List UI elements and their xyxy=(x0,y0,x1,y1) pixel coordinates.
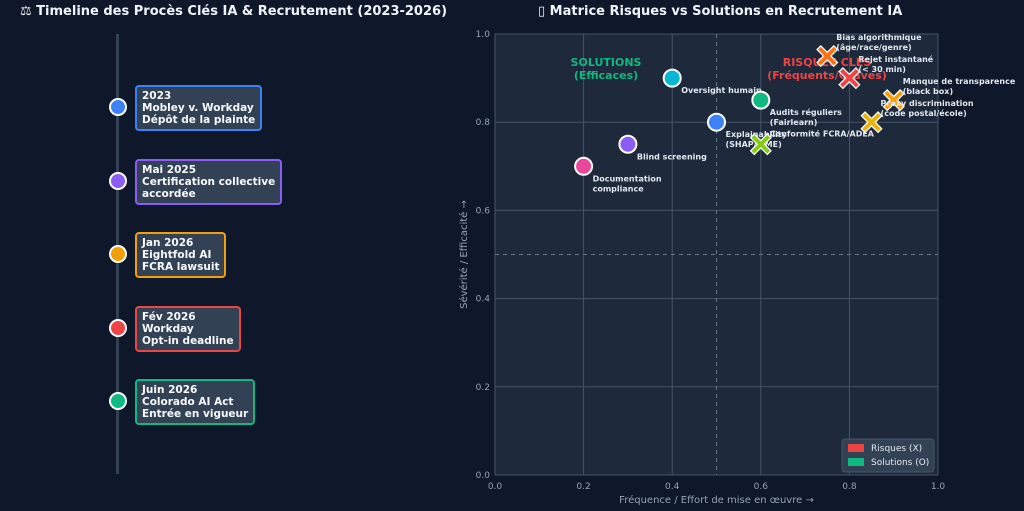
y-tick-label: 0.4 xyxy=(476,295,491,305)
risk-point xyxy=(751,134,771,154)
risk-point-outline xyxy=(882,89,905,112)
risk-label: (code postal/école) xyxy=(881,108,967,118)
solution-label: Oversight humain xyxy=(681,86,762,95)
timeline-dot xyxy=(109,245,127,263)
timeline-event-line: Entrée en vigueur xyxy=(142,408,249,420)
risk-point xyxy=(884,90,904,110)
timeline-event: Jan 2026 Eightfold AI FCRA lawsuit xyxy=(135,232,227,278)
legend-label: Risques (X) xyxy=(871,444,922,454)
legend-box xyxy=(841,438,935,473)
solution-label: Explainability xyxy=(726,130,788,139)
risk-label: Manque de transparence xyxy=(903,77,1016,86)
y-tick-label: 1.0 xyxy=(476,30,491,40)
timeline-event: Fév 2026 Workday Opt-in deadline xyxy=(135,306,241,352)
risk-label: (black box) xyxy=(903,87,953,96)
x-tick-label: 0.8 xyxy=(842,482,857,492)
y-tick-label: 0.0 xyxy=(476,471,491,481)
risk-point xyxy=(862,112,881,132)
x-tick-label: 0.0 xyxy=(488,482,503,492)
plot-area xyxy=(494,33,939,476)
risk-point xyxy=(862,112,881,132)
timeline-event-line: Opt-in deadline xyxy=(142,335,234,347)
y-tick-label: 0.2 xyxy=(476,383,490,393)
risk-label: Rejet instantané xyxy=(858,54,933,64)
timeline-event-line: Juin 2026 xyxy=(142,384,198,396)
risk-point-outline xyxy=(860,111,883,134)
solution-label: compliance xyxy=(593,184,645,193)
quadrant-label-solutions: (Efficaces) xyxy=(574,69,638,82)
risk-label: Conformité FCRA/ADEA xyxy=(770,128,875,138)
risk-point xyxy=(751,134,771,154)
solution-label: (SHAP/LIME) xyxy=(726,140,782,149)
risk-point-outline xyxy=(749,133,772,156)
timeline-event-line: Fév 2026 xyxy=(142,311,196,323)
quadrant-label-solutions: SOLUTIONS xyxy=(571,56,642,69)
timeline-event-line: Mai 2025 xyxy=(142,164,197,176)
x-tick-label: 0.6 xyxy=(754,482,769,492)
timeline-dot xyxy=(109,319,127,337)
timeline-event-line: Dépôt de la plainte xyxy=(142,114,256,126)
solution-label: (Fairlearn) xyxy=(770,118,818,127)
y-tick-label: 0.6 xyxy=(476,206,491,216)
solution-label: Audits réguliers xyxy=(770,107,842,117)
solution-point xyxy=(574,156,594,176)
solution-point xyxy=(751,90,771,110)
timeline-event-line: FCRA lawsuit xyxy=(142,261,220,273)
risk-label: Bias algorithmique xyxy=(836,33,922,42)
risk-point-outline xyxy=(838,67,861,90)
y-tick-label: 0.8 xyxy=(476,118,491,128)
risk-point-outline xyxy=(816,44,839,68)
risk-point xyxy=(840,68,859,88)
timeline-event-line: Eightfold AI xyxy=(142,249,212,261)
x-tick-label: 1.0 xyxy=(931,482,946,492)
timeline-event-line: Colorado AI Act xyxy=(142,396,234,408)
x-tick-label: 0.2 xyxy=(576,482,590,492)
risk-point-outline xyxy=(838,67,861,90)
risk-point xyxy=(817,46,837,66)
risk-point-outline xyxy=(816,44,839,68)
x-axis-label: Fréquence / Effort de mise en œuvre → xyxy=(619,494,814,506)
timeline-event-line: 2023 xyxy=(142,90,172,102)
legend-swatch xyxy=(848,458,864,466)
risk-label: (< 30 min) xyxy=(858,65,906,74)
timeline-dot xyxy=(109,98,127,116)
legend-swatch xyxy=(848,444,864,452)
risk-point-outline xyxy=(749,133,772,156)
risk-point-outline xyxy=(860,111,883,134)
legend-label: Solutions (O) xyxy=(871,458,929,468)
timeline-event: 2023 Mobley v. Workday Dépôt de la plainte xyxy=(135,85,263,131)
timeline-title: ⚖ Timeline des Procès Clés IA & Recrutem… xyxy=(20,4,448,19)
timeline-event-line: Certification collective xyxy=(142,176,276,188)
timeline-event: Juin 2026 Colorado AI Act Entrée en vigueu… xyxy=(135,379,256,425)
timeline-dot xyxy=(109,392,127,410)
timeline-dot xyxy=(109,172,127,190)
quadrant-label-risques: (Fréquents/Graves) xyxy=(767,69,887,82)
y-axis-label: Sévérité / Efficacité → xyxy=(458,200,470,309)
timeline-event: Mai 2025 Certification collective accordée xyxy=(135,159,283,205)
risk-point-outline xyxy=(882,89,905,112)
solution-point xyxy=(662,68,682,88)
risk-point xyxy=(884,90,904,110)
quadrant-label-risques: RISQUES CLÉS xyxy=(783,56,872,69)
timeline-event-line: accordée xyxy=(142,188,196,200)
chart-title: ▯ Matrice Risques vs Solutions en Recrut… xyxy=(538,4,903,19)
risk-label: (âge/race/genre) xyxy=(836,43,911,52)
solution-label: Blind screening xyxy=(637,152,707,161)
timeline-event-line: Workday xyxy=(142,323,194,335)
solution-label: Documentation xyxy=(593,174,662,183)
x-tick-label: 0.4 xyxy=(665,482,680,492)
timeline-event-line: Mobley v. Workday xyxy=(142,102,254,114)
risk-label: Proxy discrimination xyxy=(881,99,974,108)
timeline-event-line: Jan 2026 xyxy=(142,237,194,249)
risk-point xyxy=(817,46,837,66)
risk-point xyxy=(840,68,859,88)
solution-point xyxy=(618,134,638,154)
solution-point xyxy=(707,112,726,132)
